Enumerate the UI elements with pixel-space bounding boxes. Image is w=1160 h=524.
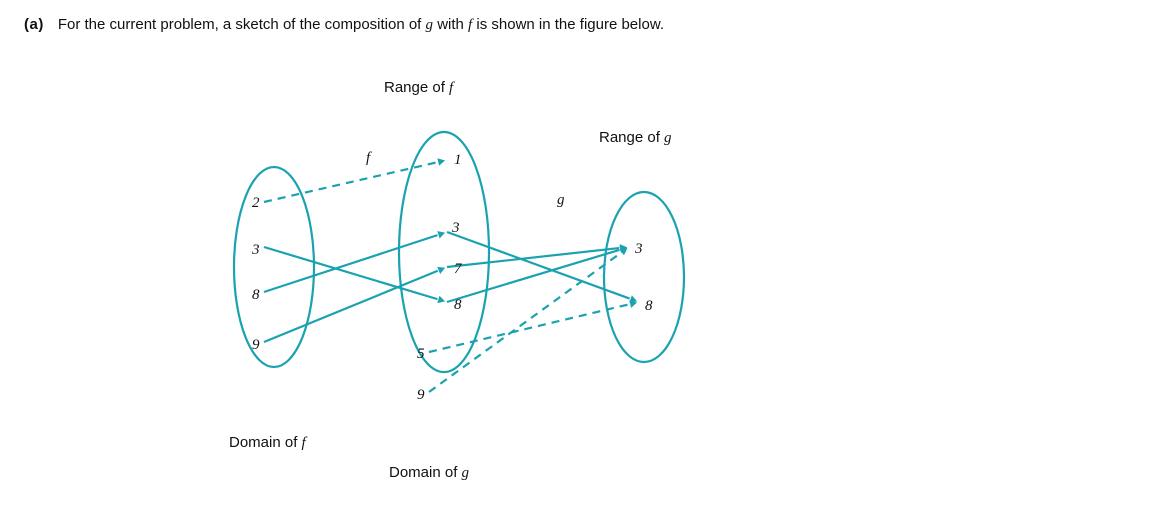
var-g: g xyxy=(426,17,434,33)
node-value: 5 xyxy=(417,346,425,362)
node-value: 8 xyxy=(252,287,260,303)
label-domain-f: Domain of f xyxy=(229,434,308,451)
node-value: 7 xyxy=(454,261,463,277)
label-g: g xyxy=(557,192,565,208)
label-f: f xyxy=(366,150,372,166)
node-value: 9 xyxy=(417,387,425,403)
node-value: 2 xyxy=(252,195,260,211)
node-value: 8 xyxy=(645,298,653,314)
arrowhead xyxy=(619,248,627,255)
prompt-post: is shown in the figure below. xyxy=(472,16,664,33)
mapping-edge xyxy=(264,162,437,202)
part-label: (a) xyxy=(24,16,44,33)
arrowhead xyxy=(437,267,445,274)
node-value: 3 xyxy=(251,242,260,258)
node-value: 3 xyxy=(451,220,460,236)
prompt-text: For the current problem, a sketch of the… xyxy=(58,16,664,34)
node-value: 8 xyxy=(454,297,462,313)
mapping-edge xyxy=(264,247,437,299)
problem-prompt: (a) For the current problem, a sketch of… xyxy=(24,16,1136,34)
prompt-with: with xyxy=(433,16,468,33)
label-range-f: Range of f xyxy=(384,79,455,96)
arrowhead xyxy=(437,231,445,238)
prompt-pre: For the current problem, a sketch of the… xyxy=(58,16,426,33)
label-range-g: Range of g xyxy=(599,129,672,146)
mapping-edge xyxy=(264,271,438,342)
arrowhead xyxy=(437,296,445,303)
node-value: 3 xyxy=(634,241,643,257)
set-middle xyxy=(399,132,489,372)
node-value: 9 xyxy=(252,337,260,353)
arrowhead xyxy=(437,158,445,166)
composition-diagram: 2 3 8 9 1 3 7 8 5 9 3 8 Range of f Range of g Domain o… xyxy=(174,52,814,502)
mapping-edge xyxy=(264,235,437,292)
label-domain-g: Domain of g xyxy=(389,464,470,481)
set-range-g xyxy=(604,192,684,362)
node-value: 1 xyxy=(454,152,462,168)
